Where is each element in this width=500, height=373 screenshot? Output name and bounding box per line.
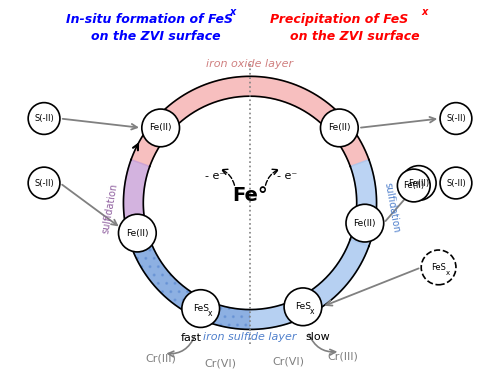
Text: Fe(II): Fe(II) <box>408 179 430 188</box>
Circle shape <box>118 214 156 252</box>
Text: iron sulfide layer: iron sulfide layer <box>203 332 297 342</box>
Circle shape <box>182 290 220 327</box>
Text: Precipitation of FeS: Precipitation of FeS <box>270 13 408 26</box>
Text: Fe(II): Fe(II) <box>403 181 424 190</box>
Text: S(-II): S(-II) <box>34 114 54 123</box>
Text: sulfidation: sulfidation <box>100 182 119 234</box>
Text: FeS: FeS <box>431 263 446 272</box>
Text: Fe(II): Fe(II) <box>328 123 350 132</box>
Text: FeS: FeS <box>192 304 208 313</box>
Text: x: x <box>230 7 236 17</box>
Polygon shape <box>350 160 376 246</box>
Text: Cr(VI): Cr(VI) <box>272 356 304 366</box>
Circle shape <box>421 250 456 285</box>
Circle shape <box>402 166 436 200</box>
Text: Fe(II): Fe(II) <box>126 229 148 238</box>
Text: S(-II): S(-II) <box>34 179 54 188</box>
Circle shape <box>346 204 384 242</box>
Text: - e⁻: - e⁻ <box>205 170 226 181</box>
Text: Fe(II): Fe(II) <box>150 123 172 132</box>
Text: Fe°: Fe° <box>232 186 268 205</box>
Text: fast: fast <box>180 333 202 344</box>
Text: slow: slow <box>306 332 330 342</box>
Text: - e⁻: - e⁻ <box>277 170 297 181</box>
Circle shape <box>28 167 60 199</box>
Text: iron oxide layer: iron oxide layer <box>206 59 294 69</box>
Text: x: x <box>446 270 450 276</box>
Text: sulfidation: sulfidation <box>383 182 402 234</box>
Text: Cr(III): Cr(III) <box>146 353 176 363</box>
Circle shape <box>284 288 322 326</box>
Text: on the ZVI surface: on the ZVI surface <box>91 30 221 43</box>
Text: In-situ formation of FeS: In-situ formation of FeS <box>66 13 234 26</box>
Circle shape <box>398 169 430 202</box>
Circle shape <box>28 103 60 134</box>
Text: FeS: FeS <box>295 302 311 311</box>
Polygon shape <box>131 239 250 329</box>
Text: on the ZVI surface: on the ZVI surface <box>290 30 420 43</box>
Text: S(-II): S(-II) <box>446 114 466 123</box>
Circle shape <box>142 109 180 147</box>
Polygon shape <box>131 239 369 329</box>
Circle shape <box>320 109 358 147</box>
Text: x: x <box>310 307 314 316</box>
Text: x: x <box>422 7 428 17</box>
Circle shape <box>440 103 472 134</box>
Text: Fe(II): Fe(II) <box>354 219 376 228</box>
Text: Cr(III): Cr(III) <box>327 351 358 361</box>
Polygon shape <box>124 160 150 246</box>
Text: S(-II): S(-II) <box>446 179 466 188</box>
Circle shape <box>440 167 472 199</box>
Polygon shape <box>131 76 369 166</box>
Text: x: x <box>208 309 212 318</box>
Text: Cr(VI): Cr(VI) <box>204 358 236 368</box>
